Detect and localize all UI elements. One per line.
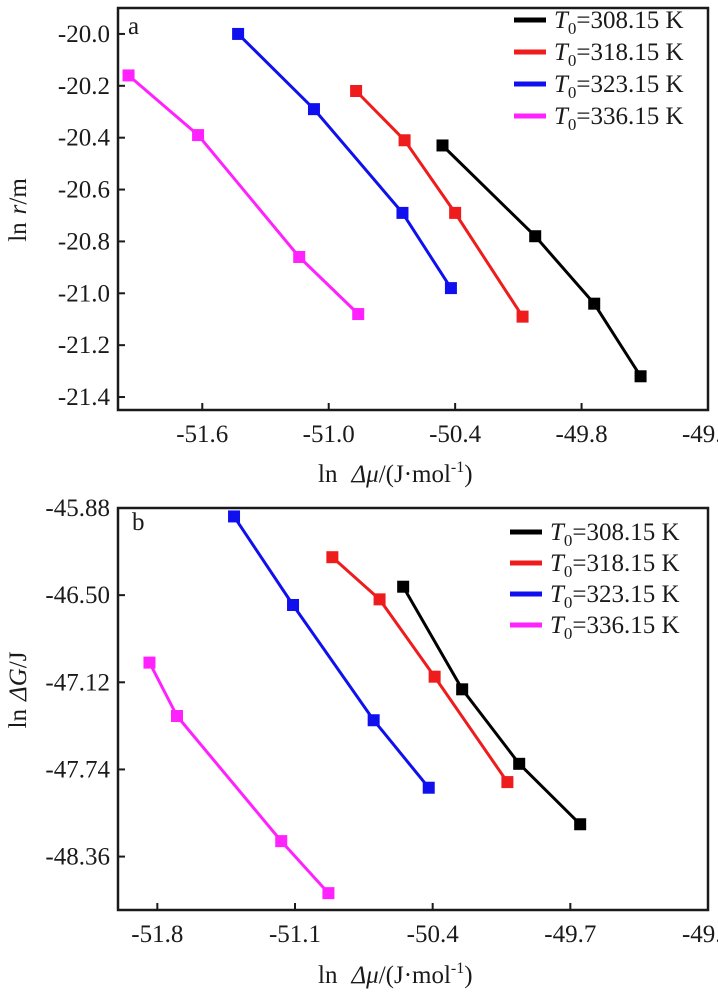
- panel-b-label: b: [132, 509, 145, 536]
- panel-a-legend-label-2: T0=323.15 K: [554, 71, 684, 102]
- panel-a-data-point: [529, 230, 542, 243]
- panel-b-data-point: [322, 887, 335, 900]
- panel-b-series-line-2: [232, 515, 430, 789]
- panel-a-ytick-label: -20.0: [58, 21, 110, 48]
- panel-b-xlabel: ln Δμ/(J·mol-1): [318, 960, 473, 989]
- panel-b-data-point: [367, 714, 380, 727]
- panel-a-series-line-2: [237, 32, 453, 289]
- panel-a-data-point: [192, 129, 205, 142]
- panel-b-legend-label-2: T0=323.15 K: [550, 581, 680, 612]
- panel-b-xtick-label: -51.8: [131, 921, 183, 948]
- panel-b-series-line-1: [331, 556, 509, 783]
- panel-b-legend-label-3: T0=336.15 K: [550, 612, 680, 643]
- panel-a-data-point: [122, 69, 135, 82]
- panel-a-data-point: [588, 297, 601, 310]
- panel-b-data-point: [143, 656, 156, 669]
- panel-b-series: [143, 510, 587, 900]
- panel-b-ytick-label: -45.88: [45, 495, 110, 522]
- panel-b-data-point: [171, 710, 183, 723]
- panel-b-ytick-label: -47.12: [45, 669, 110, 696]
- panel-a-frame: [116, 6, 710, 412]
- panel-a-legend-label-3: T0=336.15 K: [554, 103, 684, 134]
- panel-b-xtick-label: -49.7: [544, 921, 596, 948]
- panel-b-data-point: [228, 510, 241, 523]
- panel-a-ytick-label: -20.4: [58, 125, 111, 152]
- panel-a-data-point: [398, 134, 411, 147]
- panel-b-series-line-0: [401, 585, 582, 826]
- panel-a-data-point: [444, 282, 457, 295]
- panel-b-data-point: [275, 835, 288, 848]
- panel-b-series-line-3: [148, 661, 330, 895]
- panel-a-xticks: -51.6 -51.0 -50.4 -49.8 -49.2: [176, 403, 718, 448]
- panel-a-data-point: [516, 310, 529, 323]
- panel-a-data-point: [634, 370, 647, 383]
- panel-a-xtick-label: -49.2: [682, 421, 718, 448]
- panel-b-data-point: [428, 670, 441, 683]
- panel-b-data-point: [422, 781, 435, 794]
- panel-a-xtick-label: -51.6: [176, 421, 228, 448]
- panel-b-xticks: -51.8 -51.1 -50.4 -49.7 -49.0: [131, 903, 718, 948]
- panel-b-xtick-label: -51.1: [269, 921, 321, 948]
- panel-a-data-point: [307, 103, 320, 116]
- panel-a-ytick-label: -21.4: [58, 384, 111, 411]
- panel-a-yticks: -20.0 -20.2 -20.4 -20.6 -20.8 -21.0 -21.2 -21.4: [58, 21, 125, 411]
- panel-a-ytick-label: -20.8: [58, 228, 110, 255]
- panel-b-data-point: [574, 818, 587, 831]
- panel-a-legend: T0=308.15 KT0=318.15 KT0=323.15 KT0=336.…: [514, 7, 684, 134]
- panel-a-data-point: [350, 84, 363, 97]
- panel-a-ytick-label: -21.0: [58, 280, 110, 307]
- panel-a-data-point: [449, 206, 462, 219]
- panel-a-data-point: [352, 308, 365, 321]
- panel-a-series: [122, 27, 647, 383]
- panel-b-legend-label-0: T0=308.15 K: [550, 519, 680, 550]
- panel-a-xtick-label: -49.8: [556, 421, 608, 448]
- panel-a-ytick-label: -20.6: [58, 177, 110, 204]
- panel-b-data-point: [456, 683, 469, 696]
- panel-a-xlabel: ln Δμ/(J·mol-1): [318, 459, 473, 488]
- panel-a: a -51.6-51.0-50.4-49.8-49.2 -20.0-20.2-2…: [5, 6, 718, 488]
- panel-b-data-point: [501, 776, 514, 789]
- panel-a-data-point: [293, 250, 306, 263]
- panel-b-xtick-label: -50.4: [407, 921, 460, 948]
- panel-b-frame: [116, 506, 710, 912]
- panel-a-xtick-label: -51.0: [303, 421, 355, 448]
- panel-b-data-point: [326, 551, 339, 564]
- panel-a-data-point: [232, 27, 245, 40]
- panel-b: b -51.8 -51.1 -50.4 -49.7 -49.0 -45.88 -46.50…: [5, 495, 718, 989]
- panel-b-data-point: [397, 580, 410, 593]
- panel-b-data-point: [373, 593, 386, 606]
- panel-b-data-point: [513, 757, 526, 770]
- panel-b-data-point: [287, 598, 300, 611]
- panel-a-label: a: [128, 13, 139, 40]
- panel-b-ytick-label: -47.74: [45, 756, 110, 783]
- panel-a-legend-label-1: T0=318.15 K: [554, 39, 684, 70]
- panel-b-legend: T0=308.15 KT0=318.15 KT0=323.15 KT0=336.…: [510, 519, 680, 643]
- panel-a-ylabel: lnr/m: [5, 178, 32, 242]
- panel-b-xtick-label: -49.0: [682, 921, 718, 948]
- panel-a-ytick-label: -21.2: [58, 332, 110, 359]
- panel-b-ytick-label: -48.36: [45, 844, 110, 871]
- panel-b-ylabel: lnΔG/J: [5, 651, 32, 728]
- panel-a-data-point: [436, 139, 449, 152]
- panel-a-data-point: [396, 206, 409, 219]
- panel-a-xtick-label: -50.4: [429, 421, 482, 448]
- panel-a-series-line-0: [441, 144, 642, 378]
- panel-a-series-line-3: [127, 74, 360, 316]
- panel-b-legend-label-1: T0=318.15 K: [550, 550, 680, 581]
- panel-a-legend-label-0: T0=308.15 K: [554, 7, 684, 38]
- panel-b-ytick-label: -46.50: [45, 582, 110, 609]
- panel-a-series-line-1: [355, 89, 524, 318]
- panel-b-yticks: -45.88 -46.50 -47.12 -47.74 -48.36: [45, 495, 125, 871]
- panel-a-ytick-label: -20.2: [58, 73, 110, 100]
